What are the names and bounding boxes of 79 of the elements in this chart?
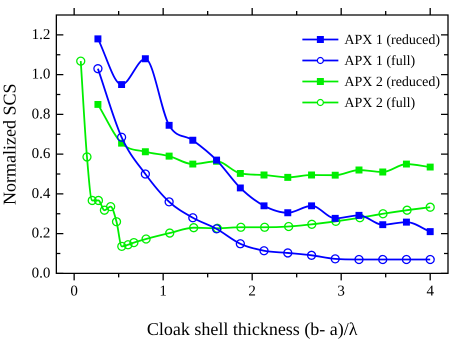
point [88, 196, 97, 206]
point [259, 246, 269, 256]
point [94, 100, 102, 108]
y-axis-title: Normalized SCS [0, 83, 20, 205]
point [94, 35, 102, 42]
point [123, 240, 133, 250]
point [426, 254, 435, 264]
point [142, 55, 149, 62]
point [129, 238, 139, 248]
point [142, 148, 149, 156]
point [379, 221, 386, 228]
point [308, 172, 316, 178]
point [236, 184, 244, 192]
point [140, 169, 150, 179]
y-tick-label: 0.8 [32, 106, 50, 122]
point [379, 168, 386, 176]
point [112, 217, 122, 226]
legend-label: APX 1 (reduced) [344, 33, 440, 48]
point [356, 166, 362, 174]
point [94, 196, 104, 206]
point [284, 174, 292, 181]
point [166, 122, 173, 129]
point [356, 212, 362, 219]
legend-label: APX 1 (full) [344, 54, 416, 70]
y-tick-label: 1.0 [32, 66, 50, 83]
x-axis-title: Cloak shell thickness (b- a)/λ [146, 318, 358, 339]
point [260, 222, 270, 232]
x-tick-label: 1 [159, 283, 167, 300]
y-tick-label: 0.6 [32, 146, 51, 162]
point [426, 164, 434, 171]
x-tick-label: 3 [337, 283, 345, 300]
point [402, 218, 410, 226]
point [118, 81, 126, 88]
point [189, 223, 198, 232]
point [189, 160, 196, 168]
legend-label: APX 2 (reduced) [344, 75, 440, 90]
point [106, 202, 116, 212]
point [330, 254, 340, 264]
point [76, 56, 86, 66]
point [100, 206, 110, 215]
point [82, 152, 92, 162]
point [332, 214, 339, 222]
point [236, 222, 246, 232]
point [306, 250, 316, 260]
point [165, 228, 174, 238]
point [166, 152, 173, 160]
point [378, 209, 388, 218]
point [260, 172, 268, 178]
point [426, 202, 435, 212]
point [378, 254, 388, 264]
point [402, 206, 412, 215]
point [260, 202, 268, 210]
point [236, 239, 245, 248]
point [189, 136, 196, 144]
y-tick-label: 1.2 [32, 26, 50, 43]
x-tick-label: 4 [426, 283, 434, 300]
point [402, 160, 410, 168]
point [402, 254, 412, 264]
point [141, 234, 151, 244]
y-tick-label: 0.2 [32, 226, 50, 242]
point [354, 254, 364, 264]
point [283, 248, 292, 258]
point [164, 197, 174, 206]
y-tick-label: 0.4 [32, 186, 51, 202]
point [307, 220, 316, 229]
x-tick-label: 0 [70, 283, 78, 300]
point [116, 132, 126, 142]
point [284, 222, 294, 232]
y-tick-label: 0.0 [32, 265, 50, 282]
x-tick-label: 2 [248, 283, 256, 300]
legend-label: APX 2 (full) [344, 96, 416, 112]
point [284, 209, 292, 216]
point [93, 64, 103, 74]
point [188, 213, 198, 222]
point [308, 202, 316, 210]
point [332, 172, 339, 179]
point [117, 242, 126, 252]
point [236, 170, 244, 177]
point [426, 228, 434, 236]
